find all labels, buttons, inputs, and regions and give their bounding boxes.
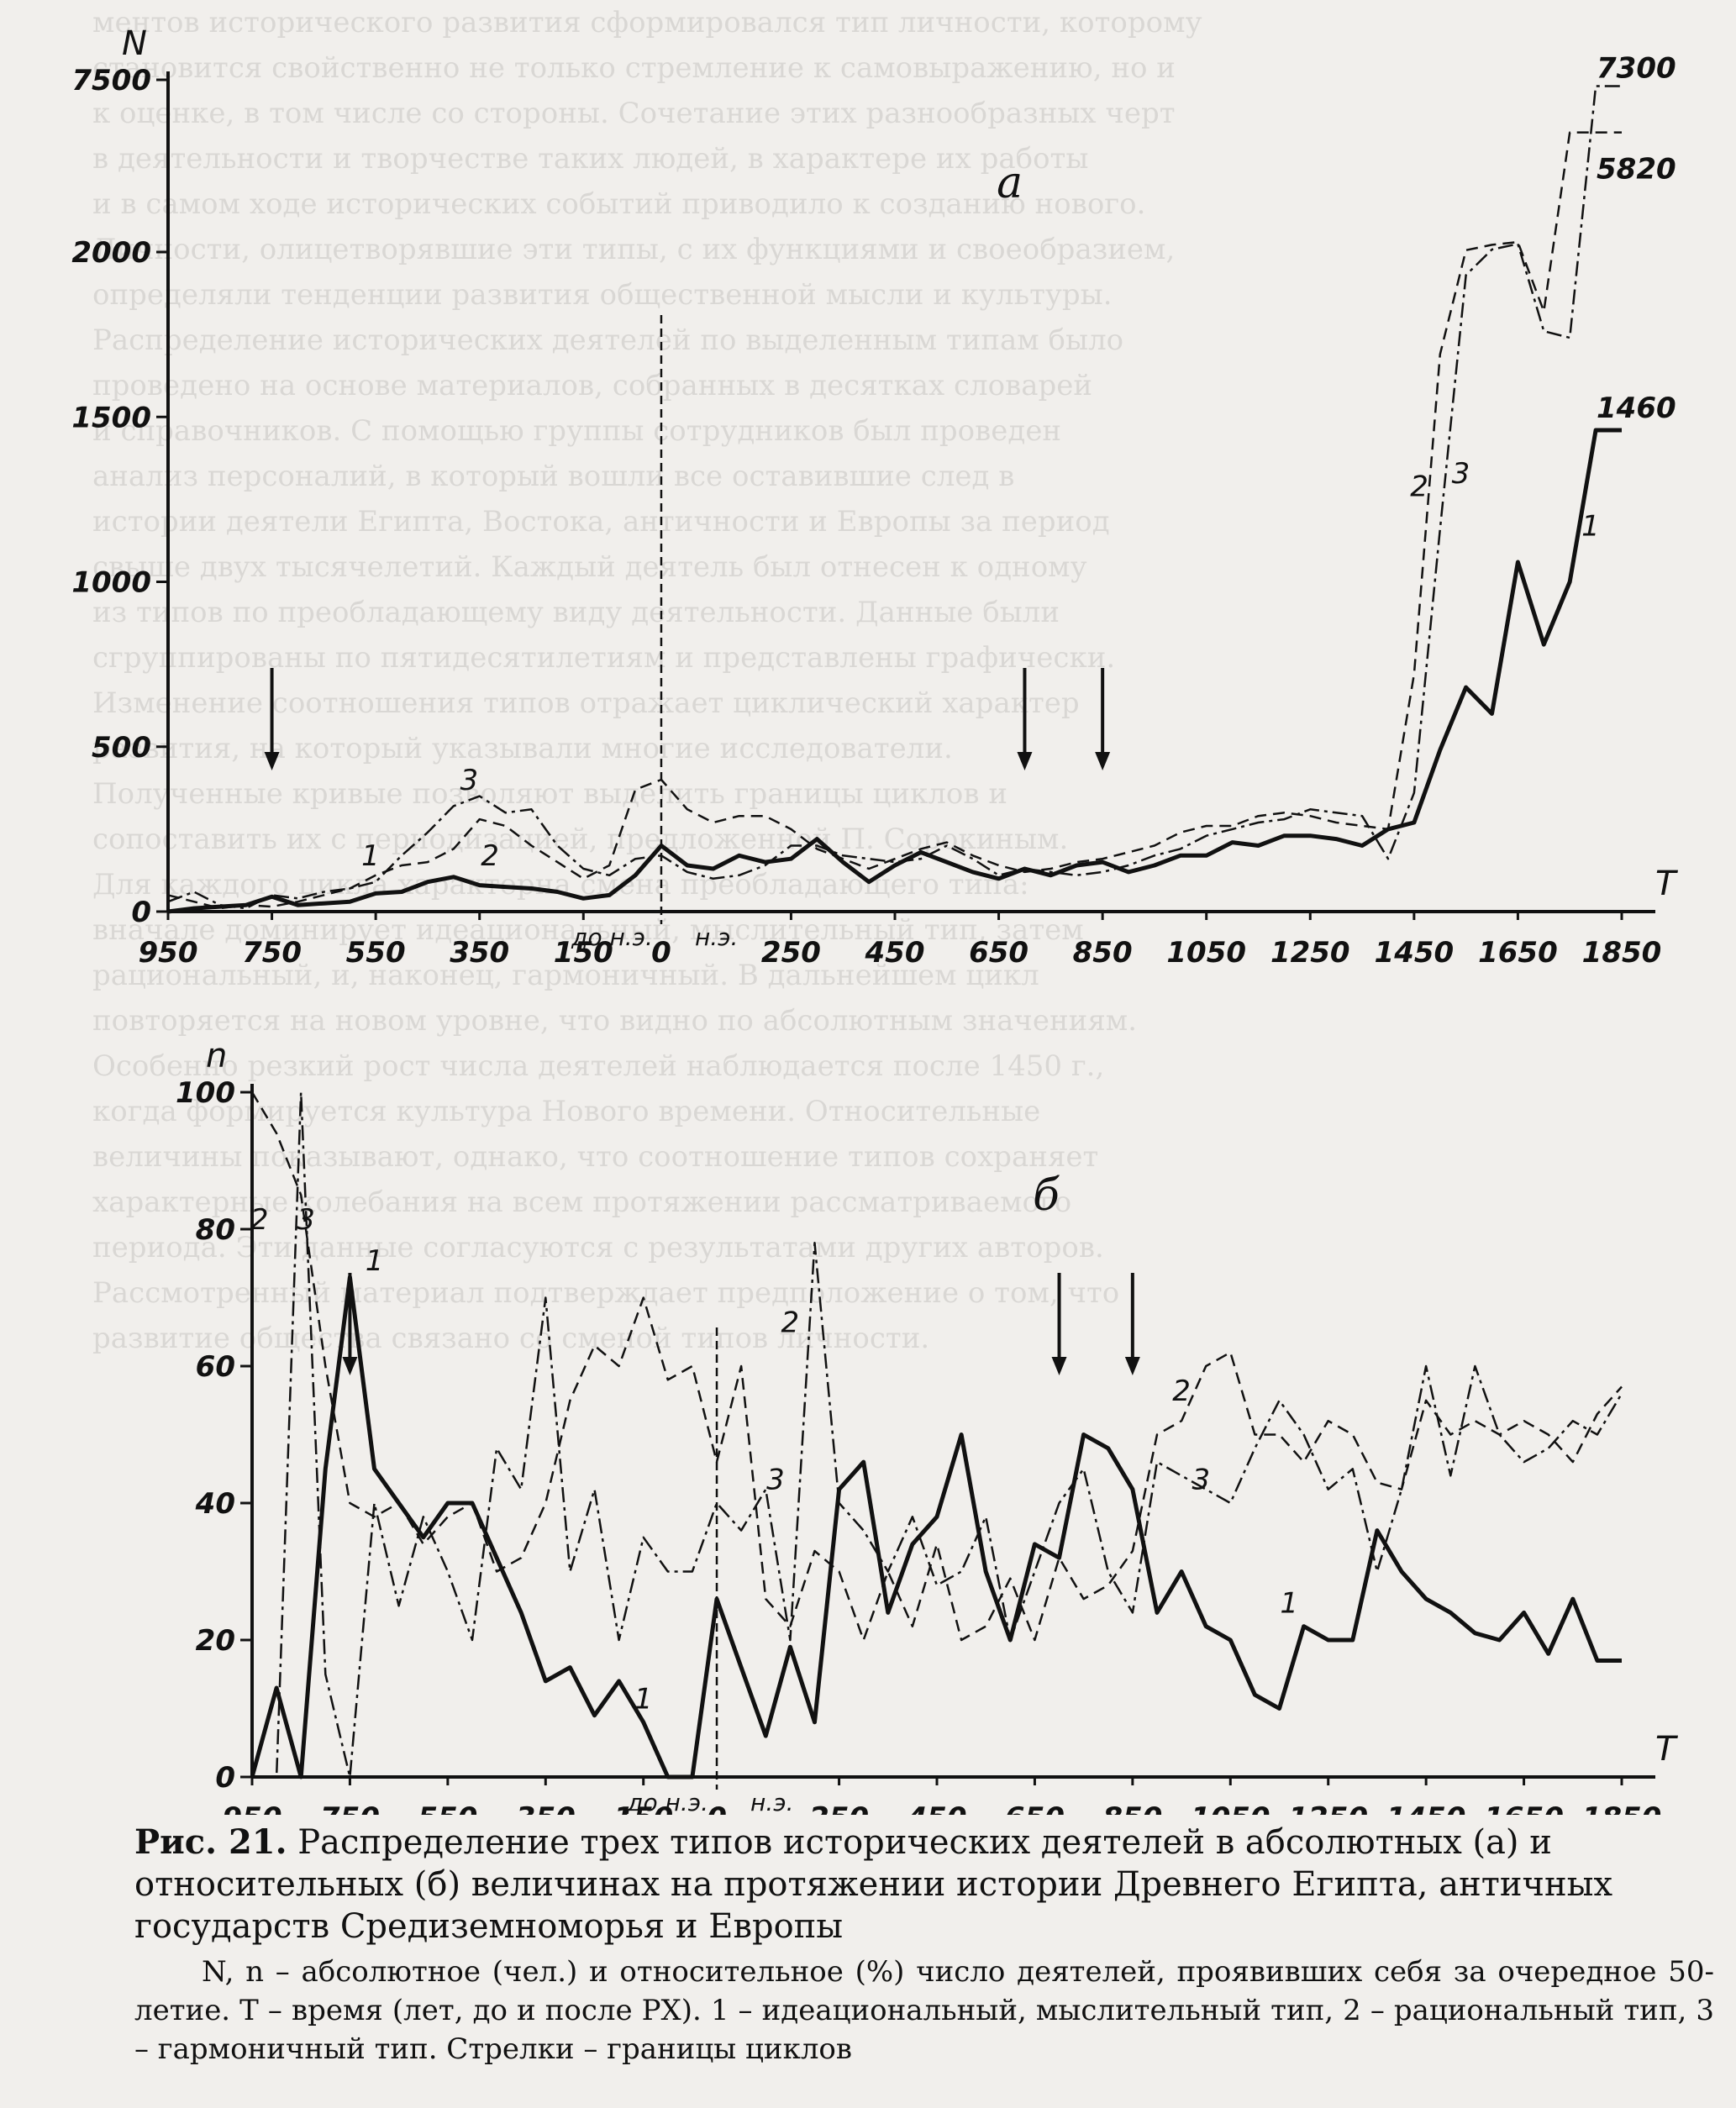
- series-label-1: 1: [634, 1683, 653, 1716]
- era-label-ad: н.э.: [695, 923, 738, 951]
- x-tick-label: 1650: [1478, 936, 1558, 970]
- x-tick-label: 1850: [1582, 1801, 1662, 1815]
- series-label-1: 1: [1581, 510, 1600, 544]
- y-tick-label: 0: [215, 1761, 235, 1795]
- y-tick-label: 0: [131, 896, 151, 929]
- x-axis-title: T: [1655, 865, 1679, 903]
- x-tick-label: 1450: [1375, 936, 1455, 970]
- x-axis-title: T: [1655, 1730, 1679, 1769]
- series-label-3: 3: [1192, 1464, 1211, 1497]
- series-line-3: [167, 85, 1622, 910]
- y-axis-title: n: [206, 1037, 227, 1075]
- x-tick-label: 150: [613, 1801, 673, 1815]
- series-end-label-3: 7300: [1597, 51, 1676, 85]
- x-tick-label: 350: [516, 1801, 576, 1815]
- y-tick-label: 2000: [71, 236, 151, 270]
- chart-panel-b: nTб0204060801009507505503501502504506508…: [176, 1037, 1679, 1815]
- x-tick-label: 1650: [1484, 1801, 1564, 1815]
- series-label-3: 3: [1452, 457, 1470, 491]
- series-label-3: 3: [297, 1203, 315, 1237]
- x-tick-label: 1050: [1166, 936, 1246, 970]
- y-tick-label: 60: [196, 1350, 235, 1384]
- series-line-3: [252, 1091, 1623, 1779]
- x-tick-label: 950: [139, 936, 198, 970]
- y-tick-label: 20: [196, 1624, 235, 1658]
- series-label-2: 2: [1410, 470, 1428, 503]
- cycle-arrow-head: [342, 1357, 358, 1375]
- x-tick-label: 350: [450, 936, 509, 970]
- caption-notes: N, n – абсолютное (чел.) и относительное…: [134, 1955, 1714, 2066]
- panel-label: а: [997, 158, 1023, 208]
- series-label-2: 2: [1172, 1375, 1191, 1408]
- series-line-1: [250, 1275, 1622, 1779]
- series-label-1: 1: [366, 1244, 384, 1278]
- x-tick-label: 850: [1073, 936, 1133, 970]
- caption-title-line: Рис. 21. Распределение трех типов истори…: [134, 1822, 1714, 1948]
- x-tick-label: 1450: [1386, 1801, 1466, 1815]
- y-tick-label: 7500: [71, 64, 151, 97]
- y-tick-label: 1000: [71, 566, 151, 600]
- y-tick-label: 500: [92, 731, 151, 765]
- x-tick-label: 150: [554, 936, 613, 970]
- x-tick-label: 1250: [1270, 936, 1350, 970]
- era-label-bc: до н.э.: [571, 923, 653, 951]
- y-tick-label: 1500: [71, 401, 151, 434]
- x-tick-label: 750: [242, 936, 302, 970]
- x-tick-label: 950: [223, 1801, 282, 1815]
- caption-title: Распределение трех типов исторических де…: [134, 1823, 1613, 1946]
- series-label-3: 3: [460, 764, 479, 797]
- x-tick-label-zero: 0: [707, 1801, 727, 1815]
- x-tick-label: 250: [761, 936, 821, 970]
- series-end-label-2: 5820: [1597, 153, 1676, 187]
- series-label-1: 1: [1280, 1586, 1298, 1620]
- panel-label: б: [1033, 1170, 1060, 1221]
- x-tick-label: 1850: [1582, 936, 1662, 970]
- era-label-ad: н.э.: [750, 1789, 793, 1815]
- cycle-arrow-head: [1051, 1357, 1067, 1375]
- cycle-arrow-head: [1095, 752, 1111, 770]
- x-tick-label: 450: [907, 1801, 967, 1815]
- cycle-arrow-head: [264, 752, 280, 770]
- series-label-2: 2: [481, 839, 499, 873]
- cycle-arrow-head: [1124, 1357, 1140, 1375]
- x-tick-label: 550: [346, 936, 406, 970]
- series-label-1: 1: [361, 839, 380, 873]
- x-tick-label: 650: [1005, 1801, 1065, 1815]
- series-label-3: 3: [766, 1464, 785, 1497]
- caption-figure-number: Рис. 21.: [134, 1822, 287, 1862]
- x-tick-label: 1250: [1288, 1801, 1368, 1815]
- x-tick-label: 750: [320, 1801, 380, 1815]
- y-axis-title: N: [122, 24, 147, 63]
- era-label-bc: до н.э.: [626, 1789, 708, 1815]
- figure-caption: Рис. 21. Распределение трех типов истори…: [134, 1822, 1714, 2069]
- y-tick-label: 80: [196, 1213, 235, 1247]
- series-label-2: 2: [781, 1306, 800, 1339]
- series-label-2: 2: [250, 1203, 269, 1237]
- series-line-1: [167, 428, 1622, 914]
- series-line-2: [250, 1091, 1623, 1642]
- cycle-arrow-head: [1017, 752, 1033, 770]
- x-tick-label: 450: [865, 936, 925, 970]
- x-tick-label: 250: [809, 1801, 869, 1815]
- series-line-2: [167, 131, 1622, 910]
- y-tick-label: 40: [195, 1487, 235, 1521]
- x-tick-label: 850: [1102, 1801, 1162, 1815]
- x-tick-label-zero: 0: [651, 936, 671, 970]
- x-tick-label: 650: [969, 936, 1028, 970]
- x-tick-label: 550: [418, 1801, 477, 1815]
- x-tick-label: 1050: [1191, 1801, 1270, 1815]
- y-tick-label: 100: [176, 1076, 235, 1110]
- series-end-label-1: 1460: [1597, 392, 1676, 425]
